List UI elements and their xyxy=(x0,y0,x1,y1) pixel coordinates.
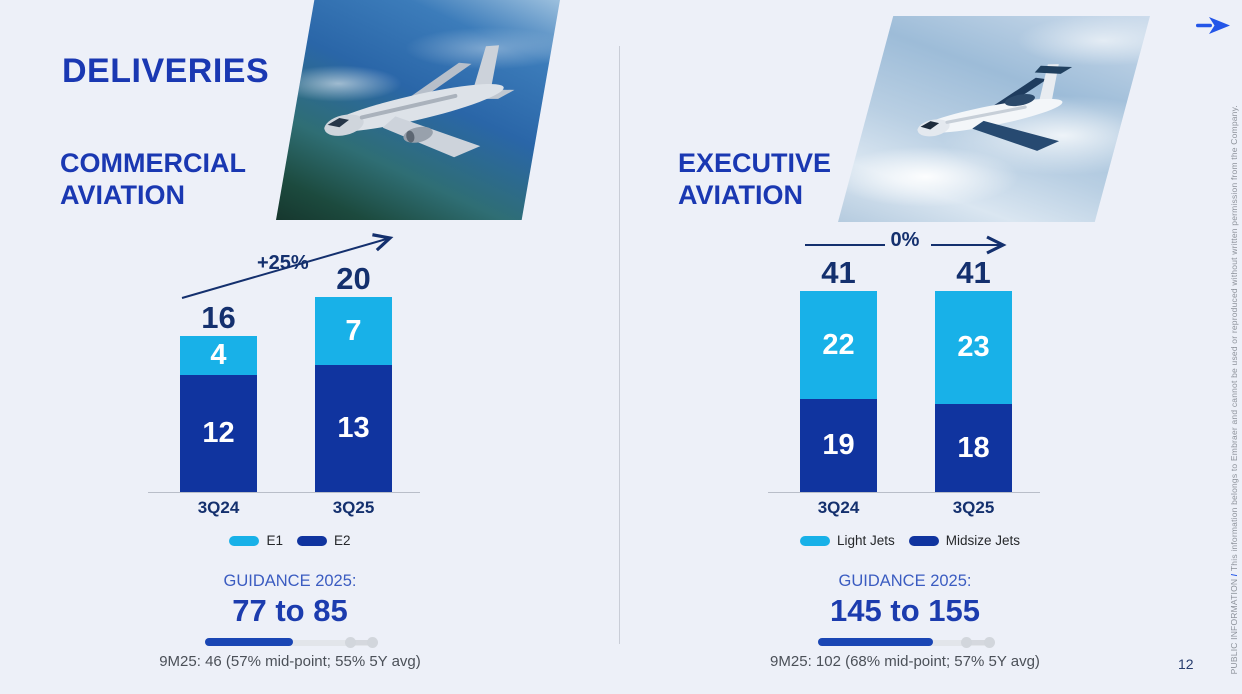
guidance-progress-bar xyxy=(817,637,995,649)
executive-airplane-illustration xyxy=(917,64,1073,151)
commercial-airplane-illustration xyxy=(324,45,515,158)
legend-item: Midsize Jets xyxy=(908,533,1021,548)
legend-item: Light Jets xyxy=(799,533,895,548)
legend-label: E2 xyxy=(334,533,351,548)
confidentiality-notice: PUBLIC INFORMATION / This information be… xyxy=(1229,105,1239,674)
bar-segment-light-jets: 22 xyxy=(800,291,877,399)
segment-value: 12 xyxy=(202,417,235,449)
embraer-logo-icon xyxy=(1196,17,1230,34)
growth-percent-executive: 0% xyxy=(890,229,920,251)
legend-swatch xyxy=(908,535,939,546)
section-divider xyxy=(619,46,620,644)
progress-marker xyxy=(961,637,973,649)
bar-segment-e2: 13 xyxy=(315,365,392,492)
axis-baseline xyxy=(768,492,1040,493)
progress-fill xyxy=(204,638,294,647)
bar-segment-midsize-jets: 19 xyxy=(800,399,877,492)
bar-segment-midsize-jets: 18 xyxy=(935,404,1012,492)
legend-swatch xyxy=(297,535,327,546)
page-title: DELIVERIES xyxy=(62,52,270,90)
category-label: 3Q25 xyxy=(332,498,375,517)
commercial-guidance-block: GUIDANCE 2025: 77 to 85 9M25: 46 (57% mi… xyxy=(125,572,455,670)
bar-column-3q24: 41 22 19 3Q24 xyxy=(800,255,877,517)
progress-marker xyxy=(983,637,995,649)
bar-total-label: 41 xyxy=(821,255,856,290)
guidance-progress-bar xyxy=(204,637,378,649)
guidance-range: 145 to 155 xyxy=(830,593,980,628)
bar-column-3q25: 20 7 13 3Q25 xyxy=(315,261,392,517)
bar-segment-light-jets: 23 xyxy=(935,291,1012,404)
progress-range-connector xyxy=(966,640,993,646)
commercial-chart-legend: E1 E2 xyxy=(140,533,440,548)
bar-total-label: 41 xyxy=(956,255,991,290)
executive-aviation-heading: EXECUTIVE AVIATION xyxy=(678,148,832,210)
bar-total-label: 16 xyxy=(201,300,236,335)
legend-label: E1 xyxy=(266,533,283,548)
guidance-progress-note: 9M25: 102 (68% mid-point; 57% 5Y avg) xyxy=(770,653,1040,671)
progress-marker xyxy=(366,637,378,649)
growth-arrow-commercial xyxy=(181,233,394,299)
classification-label: PUBLIC INFORMATION xyxy=(1229,578,1239,674)
bar-column-3q25: 41 23 18 3Q25 xyxy=(935,255,1012,517)
category-label: 3Q25 xyxy=(952,498,995,517)
executive-chart-legend: Light Jets Midsize Jets xyxy=(760,533,1060,548)
bar-segment-e1: 4 xyxy=(180,336,257,375)
executive-deliveries-chart: 41 22 19 3Q24 41 23 18 3Q25 xyxy=(760,252,1060,517)
growth-arrow-executive xyxy=(805,235,1007,255)
segment-value: 18 xyxy=(957,431,990,464)
disclaimer-text: This information belongs to Embraer and … xyxy=(1229,104,1239,571)
segment-value: 4 xyxy=(210,339,227,371)
executive-guidance-block: GUIDANCE 2025: 145 to 155 9M25: 102 (68%… xyxy=(740,572,1070,670)
legend-swatch xyxy=(229,535,260,546)
progress-range-connector xyxy=(349,640,376,646)
commercial-aviation-heading: COMMERCIAL AVIATION xyxy=(60,148,246,210)
category-label: 3Q24 xyxy=(197,498,240,517)
guidance-label: GUIDANCE 2025: xyxy=(838,572,972,590)
segment-value: 7 xyxy=(345,314,362,347)
commercial-jet-photo xyxy=(276,0,560,220)
bar-segment-e1: 7 xyxy=(315,297,392,365)
legend-swatch xyxy=(799,535,830,546)
page-number: 12 xyxy=(1178,656,1194,672)
growth-percent-commercial: +25% xyxy=(257,252,309,274)
axis-baseline xyxy=(148,492,420,493)
legend-item: E2 xyxy=(297,533,351,548)
segment-value: 22 xyxy=(822,328,855,361)
legend-label: Midsize Jets xyxy=(945,533,1021,548)
guidance-label: GUIDANCE 2025: xyxy=(223,572,357,590)
commercial-deliveries-chart: 16 4 12 3Q24 20 7 13 3Q25 xyxy=(140,252,440,517)
progress-fill xyxy=(817,638,933,647)
executive-jet-photo xyxy=(838,16,1150,222)
category-label: 3Q24 xyxy=(817,498,860,517)
segment-value: 13 xyxy=(337,412,370,444)
segment-value: 23 xyxy=(957,331,990,363)
legend-item: E1 xyxy=(229,533,283,548)
guidance-progress-note: 9M25: 46 (57% mid-point; 55% 5Y avg) xyxy=(159,653,421,671)
bar-segment-e2: 12 xyxy=(180,375,257,492)
bar-total-label: 20 xyxy=(336,261,371,296)
progress-marker xyxy=(344,637,356,649)
segment-value: 19 xyxy=(822,429,855,461)
bar-column-3q24: 16 4 12 3Q24 xyxy=(180,300,257,517)
legend-label: Light Jets xyxy=(836,533,895,548)
classification-separator: / xyxy=(1229,570,1239,579)
guidance-range: 77 to 85 xyxy=(232,593,348,628)
